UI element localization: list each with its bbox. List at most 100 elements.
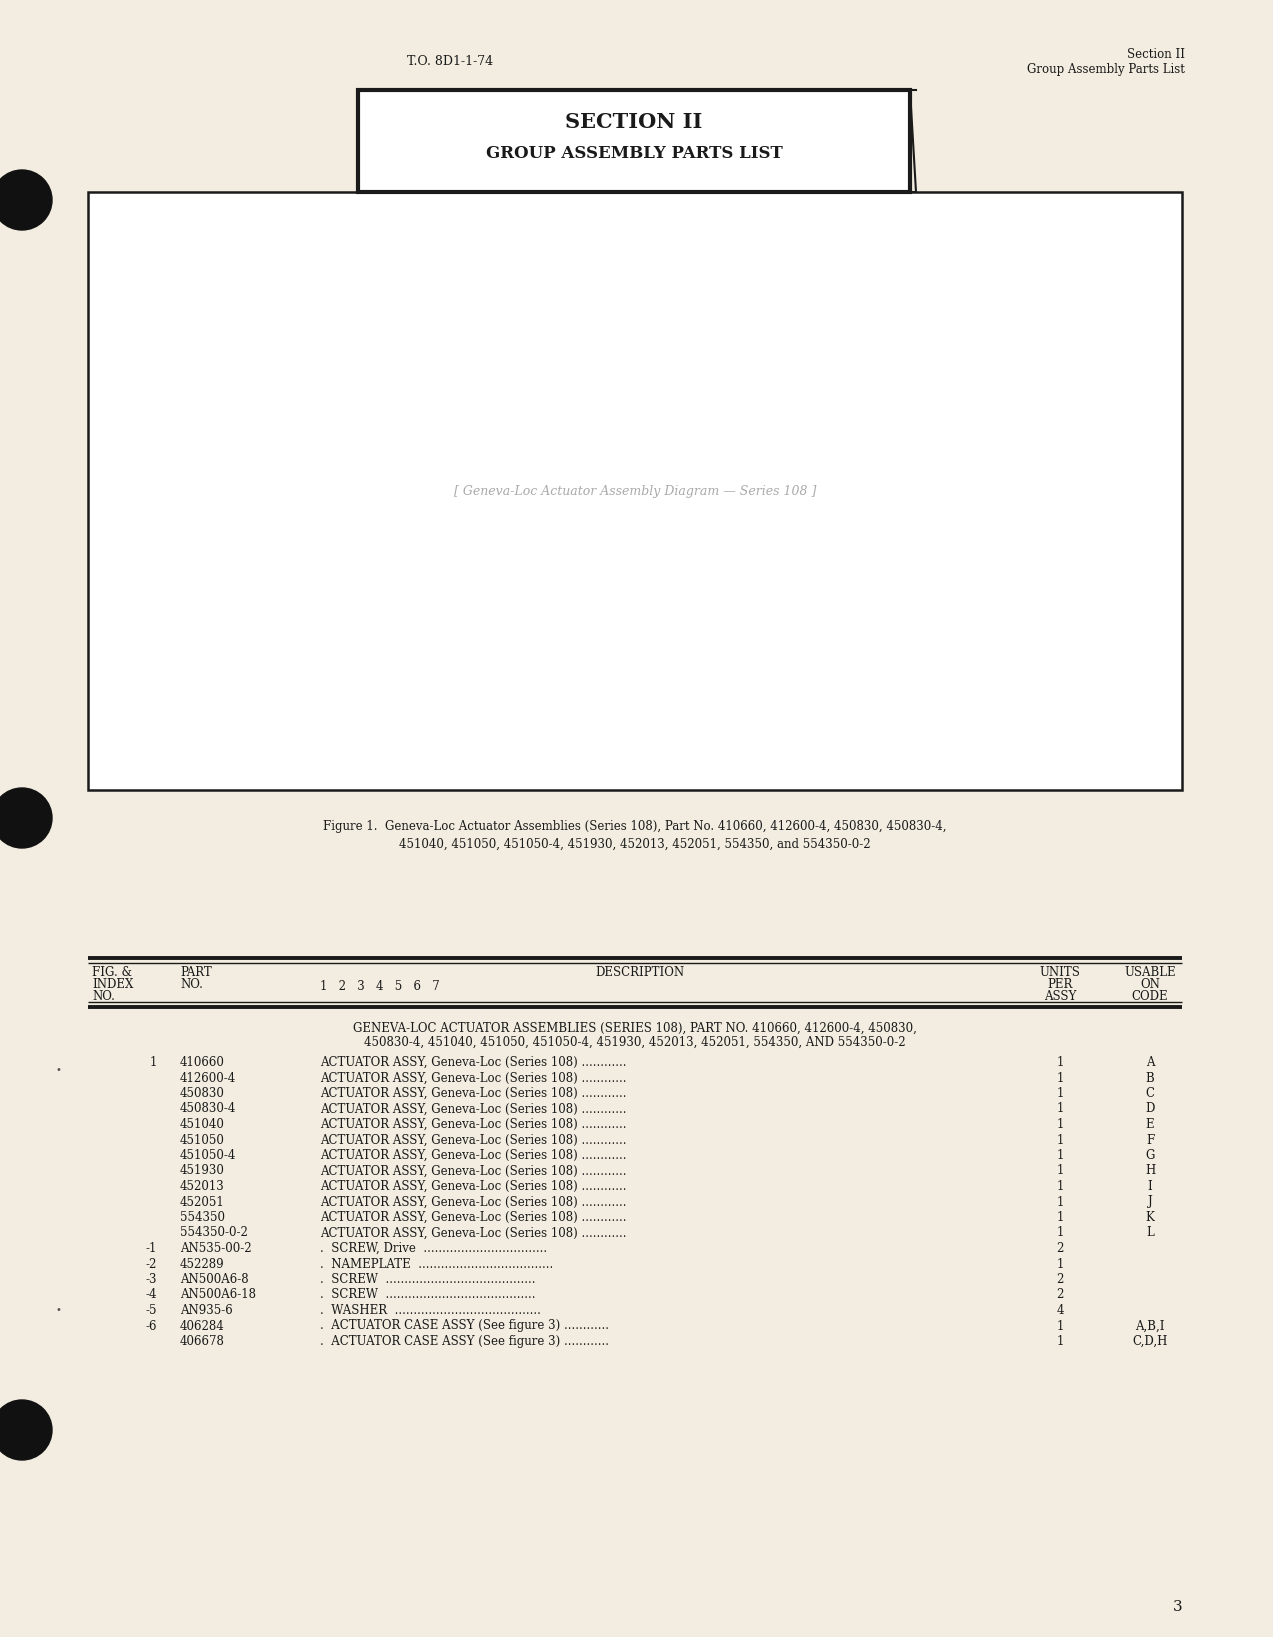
Text: 451040, 451050, 451050-4, 451930, 452013, 452051, 554350, and 554350-0-2: 451040, 451050, 451050-4, 451930, 452013… xyxy=(400,838,871,851)
Text: 554350: 554350 xyxy=(179,1211,225,1224)
Text: 1: 1 xyxy=(1057,1102,1064,1115)
Text: 412600-4: 412600-4 xyxy=(179,1072,237,1084)
Text: ACTUATOR ASSY, Geneva-Loc (Series 108) ............: ACTUATOR ASSY, Geneva-Loc (Series 108) .… xyxy=(320,1180,626,1193)
Text: 1: 1 xyxy=(1057,1072,1064,1084)
Text: ACTUATOR ASSY, Geneva-Loc (Series 108) ............: ACTUATOR ASSY, Geneva-Loc (Series 108) .… xyxy=(320,1164,626,1177)
Text: 1: 1 xyxy=(1057,1336,1064,1347)
Text: SECTION II: SECTION II xyxy=(565,111,703,133)
Text: 452289: 452289 xyxy=(179,1257,224,1270)
Text: G: G xyxy=(1146,1149,1155,1162)
Text: 3: 3 xyxy=(1172,1599,1183,1614)
Circle shape xyxy=(0,787,52,848)
Text: D: D xyxy=(1146,1102,1155,1115)
Text: ACTUATOR ASSY, Geneva-Loc (Series 108) ............: ACTUATOR ASSY, Geneva-Loc (Series 108) .… xyxy=(320,1133,626,1146)
Text: CODE: CODE xyxy=(1132,990,1169,1003)
Text: ACTUATOR ASSY, Geneva-Loc (Series 108) ............: ACTUATOR ASSY, Geneva-Loc (Series 108) .… xyxy=(320,1087,626,1100)
Text: H: H xyxy=(1144,1164,1155,1177)
Text: AN500A6-18: AN500A6-18 xyxy=(179,1288,256,1301)
Text: ACTUATOR ASSY, Geneva-Loc (Series 108) ............: ACTUATOR ASSY, Geneva-Loc (Series 108) .… xyxy=(320,1118,626,1131)
Text: 452013: 452013 xyxy=(179,1180,225,1193)
Text: PART: PART xyxy=(179,966,211,979)
Text: -6: -6 xyxy=(145,1319,157,1333)
Text: 1: 1 xyxy=(1057,1211,1064,1224)
Text: 451930: 451930 xyxy=(179,1164,225,1177)
Text: GROUP ASSEMBLY PARTS LIST: GROUP ASSEMBLY PARTS LIST xyxy=(485,146,783,162)
Text: NO.: NO. xyxy=(92,990,115,1003)
Text: 2: 2 xyxy=(1057,1288,1064,1301)
Text: ACTUATOR ASSY, Geneva-Loc (Series 108) ............: ACTUATOR ASSY, Geneva-Loc (Series 108) .… xyxy=(320,1056,626,1069)
Text: 1   2   3   4   5   6   7: 1 2 3 4 5 6 7 xyxy=(320,981,439,994)
Text: Section II: Section II xyxy=(1127,47,1185,61)
Text: .  ACTUATOR CASE ASSY (See figure 3) ............: . ACTUATOR CASE ASSY (See figure 3) ....… xyxy=(320,1336,608,1347)
Text: 2: 2 xyxy=(1057,1274,1064,1287)
Text: L: L xyxy=(1146,1226,1153,1239)
Text: 1: 1 xyxy=(1057,1164,1064,1177)
Text: -5: -5 xyxy=(145,1305,157,1318)
Text: AN935-6: AN935-6 xyxy=(179,1305,233,1318)
Text: E: E xyxy=(1146,1118,1155,1131)
Text: 1: 1 xyxy=(1057,1118,1064,1131)
Text: I: I xyxy=(1148,1180,1152,1193)
Text: ACTUATOR ASSY, Geneva-Loc (Series 108) ............: ACTUATOR ASSY, Geneva-Loc (Series 108) .… xyxy=(320,1226,626,1239)
Text: 1: 1 xyxy=(1057,1257,1064,1270)
Text: DESCRIPTION: DESCRIPTION xyxy=(596,966,685,979)
Text: 1: 1 xyxy=(150,1056,157,1069)
Text: ACTUATOR ASSY, Geneva-Loc (Series 108) ............: ACTUATOR ASSY, Geneva-Loc (Series 108) .… xyxy=(320,1072,626,1084)
Text: T.O. 8D1-1-74: T.O. 8D1-1-74 xyxy=(407,56,493,69)
Text: GENEVA-LOC ACTUATOR ASSEMBLIES (SERIES 108), PART NO. 410660, 412600-4, 450830,: GENEVA-LOC ACTUATOR ASSEMBLIES (SERIES 1… xyxy=(353,1021,917,1035)
Text: •: • xyxy=(55,1305,61,1315)
Text: 1: 1 xyxy=(1057,1056,1064,1069)
Text: ACTUATOR ASSY, Geneva-Loc (Series 108) ............: ACTUATOR ASSY, Geneva-Loc (Series 108) .… xyxy=(320,1211,626,1224)
Text: 1: 1 xyxy=(1057,1149,1064,1162)
Text: 450830-4, 451040, 451050, 451050-4, 451930, 452013, 452051, 554350, AND 554350-0: 450830-4, 451040, 451050, 451050-4, 4519… xyxy=(364,1036,906,1049)
Text: ON: ON xyxy=(1141,977,1160,990)
Text: 450830-4: 450830-4 xyxy=(179,1102,237,1115)
Text: 451050: 451050 xyxy=(179,1133,225,1146)
Text: 1: 1 xyxy=(1057,1226,1064,1239)
Text: 450830: 450830 xyxy=(179,1087,225,1100)
Text: 4: 4 xyxy=(1057,1305,1064,1318)
Text: .  ACTUATOR CASE ASSY (See figure 3) ............: . ACTUATOR CASE ASSY (See figure 3) ....… xyxy=(320,1319,608,1333)
Text: 452051: 452051 xyxy=(179,1195,225,1208)
Text: 1: 1 xyxy=(1057,1087,1064,1100)
Text: J: J xyxy=(1148,1195,1152,1208)
Text: B: B xyxy=(1146,1072,1155,1084)
Text: 406284: 406284 xyxy=(179,1319,225,1333)
Text: C,D,H: C,D,H xyxy=(1132,1336,1167,1347)
Text: -2: -2 xyxy=(145,1257,157,1270)
Text: Figure 1.  Geneva-Loc Actuator Assemblies (Series 108), Part No. 410660, 412600-: Figure 1. Geneva-Loc Actuator Assemblies… xyxy=(323,820,947,833)
Text: -3: -3 xyxy=(145,1274,157,1287)
Text: .  SCREW  ........................................: . SCREW ................................… xyxy=(320,1288,536,1301)
Text: .  SCREW  ........................................: . SCREW ................................… xyxy=(320,1274,536,1287)
Text: PER: PER xyxy=(1048,977,1073,990)
Text: A: A xyxy=(1146,1056,1155,1069)
Text: UNITS: UNITS xyxy=(1040,966,1081,979)
Text: ACTUATOR ASSY, Geneva-Loc (Series 108) ............: ACTUATOR ASSY, Geneva-Loc (Series 108) .… xyxy=(320,1195,626,1208)
Text: ASSY: ASSY xyxy=(1044,990,1076,1003)
Text: -4: -4 xyxy=(145,1288,157,1301)
Text: .  SCREW, Drive  .................................: . SCREW, Drive .........................… xyxy=(320,1242,547,1256)
Text: F: F xyxy=(1146,1133,1155,1146)
Text: 406678: 406678 xyxy=(179,1336,225,1347)
Text: [ Geneva-Loc Actuator Assembly Diagram — Series 108 ]: [ Geneva-Loc Actuator Assembly Diagram —… xyxy=(453,485,816,498)
Text: C: C xyxy=(1146,1087,1155,1100)
Text: A,B,I: A,B,I xyxy=(1136,1319,1165,1333)
Bar xyxy=(358,90,910,192)
Circle shape xyxy=(0,170,52,231)
Text: K: K xyxy=(1146,1211,1155,1224)
Text: AN535-00-2: AN535-00-2 xyxy=(179,1242,252,1256)
Text: .  WASHER  .......................................: . WASHER ...............................… xyxy=(320,1305,541,1318)
Circle shape xyxy=(0,1400,52,1460)
Text: USABLE: USABLE xyxy=(1124,966,1176,979)
Bar xyxy=(89,193,1181,789)
Text: Group Assembly Parts List: Group Assembly Parts List xyxy=(1027,62,1185,75)
Text: 1: 1 xyxy=(1057,1319,1064,1333)
Text: 2: 2 xyxy=(1057,1242,1064,1256)
Text: FIG. &: FIG. & xyxy=(92,966,132,979)
Bar xyxy=(88,192,1183,791)
Text: 554350-0-2: 554350-0-2 xyxy=(179,1226,248,1239)
Text: NO.: NO. xyxy=(179,977,202,990)
Text: 1: 1 xyxy=(1057,1133,1064,1146)
Text: ACTUATOR ASSY, Geneva-Loc (Series 108) ............: ACTUATOR ASSY, Geneva-Loc (Series 108) .… xyxy=(320,1102,626,1115)
Text: .  NAMEPLATE  ....................................: . NAMEPLATE ............................… xyxy=(320,1257,554,1270)
